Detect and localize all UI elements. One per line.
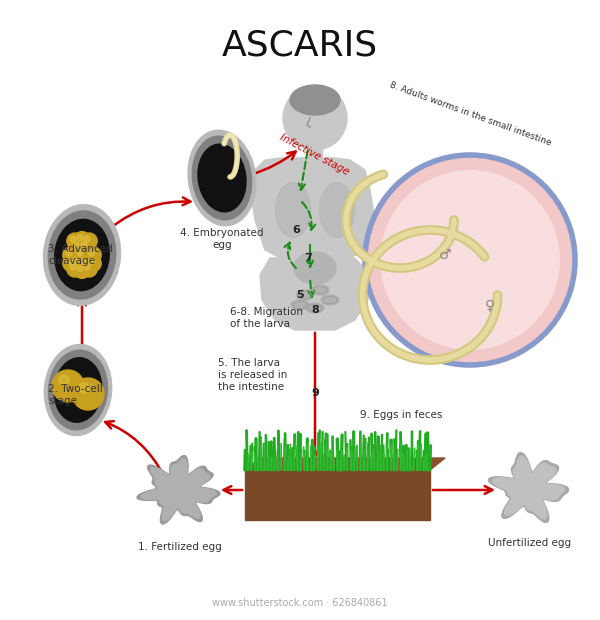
Circle shape: [74, 262, 90, 278]
Text: 9. Eggs in feces: 9. Eggs in feces: [360, 410, 442, 420]
Circle shape: [78, 255, 94, 272]
Circle shape: [85, 247, 101, 263]
Circle shape: [77, 234, 83, 241]
Circle shape: [73, 259, 79, 264]
Circle shape: [67, 233, 83, 249]
Polygon shape: [250, 158, 375, 258]
Text: 8. Adults worms in the small intestine: 8. Adults worms in the small intestine: [388, 81, 552, 148]
Circle shape: [81, 233, 97, 249]
Ellipse shape: [311, 285, 329, 295]
Text: 7: 7: [304, 253, 312, 263]
Circle shape: [52, 370, 84, 402]
Ellipse shape: [55, 219, 109, 291]
Text: 5. The larva
is released in
the intestine: 5. The larva is released in the intestin…: [218, 358, 287, 392]
Text: ASCARIS: ASCARIS: [222, 28, 378, 62]
Circle shape: [63, 247, 79, 263]
Polygon shape: [142, 459, 216, 521]
Circle shape: [70, 236, 76, 242]
Circle shape: [81, 261, 97, 277]
Circle shape: [77, 250, 83, 256]
Circle shape: [66, 250, 72, 256]
Ellipse shape: [198, 144, 246, 212]
Polygon shape: [307, 148, 322, 160]
Polygon shape: [488, 453, 569, 523]
Ellipse shape: [275, 182, 311, 237]
Circle shape: [72, 378, 104, 410]
Text: 6: 6: [292, 225, 300, 235]
Polygon shape: [493, 456, 565, 519]
Ellipse shape: [44, 345, 112, 435]
Circle shape: [381, 170, 559, 349]
Circle shape: [70, 255, 86, 272]
Ellipse shape: [294, 252, 336, 284]
Ellipse shape: [291, 300, 309, 310]
Circle shape: [77, 265, 83, 272]
Text: 3. Advanced
cleavage: 3. Advanced cleavage: [48, 244, 113, 266]
Circle shape: [74, 247, 90, 263]
Circle shape: [81, 259, 87, 264]
Text: Infective stage: Infective stage: [278, 133, 350, 177]
Ellipse shape: [54, 358, 102, 422]
Text: Unfertilized egg: Unfertilized egg: [488, 538, 572, 548]
Text: 9: 9: [311, 388, 319, 398]
Ellipse shape: [306, 303, 324, 313]
Circle shape: [73, 242, 79, 247]
Ellipse shape: [193, 136, 251, 220]
Circle shape: [283, 86, 347, 150]
Circle shape: [81, 242, 87, 247]
Polygon shape: [260, 258, 370, 330]
Circle shape: [63, 255, 79, 272]
Circle shape: [67, 261, 83, 277]
Circle shape: [70, 264, 76, 270]
Circle shape: [66, 259, 72, 264]
Circle shape: [88, 250, 94, 256]
Circle shape: [365, 155, 575, 365]
Ellipse shape: [321, 295, 339, 305]
Text: 5: 5: [296, 290, 304, 300]
Ellipse shape: [290, 85, 340, 115]
Circle shape: [59, 375, 69, 385]
Text: 1. Fertilized egg: 1. Fertilized egg: [138, 542, 222, 552]
Circle shape: [88, 259, 94, 264]
Text: 8: 8: [311, 305, 319, 315]
Circle shape: [84, 264, 90, 270]
Text: 2. Two-cell
stage: 2. Two-cell stage: [48, 384, 103, 406]
Ellipse shape: [43, 205, 121, 305]
Text: ♂: ♂: [439, 248, 451, 262]
Ellipse shape: [188, 130, 256, 226]
Circle shape: [84, 236, 90, 242]
Ellipse shape: [49, 211, 116, 299]
Polygon shape: [245, 470, 430, 520]
Text: 6-8. Migration
of the larva: 6-8. Migration of the larva: [230, 307, 303, 329]
Circle shape: [78, 239, 94, 255]
Circle shape: [79, 383, 89, 393]
Text: 4. Embryonated
egg: 4. Embryonated egg: [180, 228, 264, 250]
Ellipse shape: [320, 182, 355, 237]
Text: ♀: ♀: [485, 298, 495, 312]
Circle shape: [70, 239, 86, 255]
Circle shape: [85, 255, 101, 272]
Polygon shape: [137, 456, 220, 524]
Polygon shape: [245, 458, 445, 470]
Ellipse shape: [296, 290, 314, 300]
Text: www.shutterstock.com · 626840861: www.shutterstock.com · 626840861: [212, 598, 388, 608]
Ellipse shape: [49, 350, 107, 430]
Circle shape: [74, 232, 90, 247]
